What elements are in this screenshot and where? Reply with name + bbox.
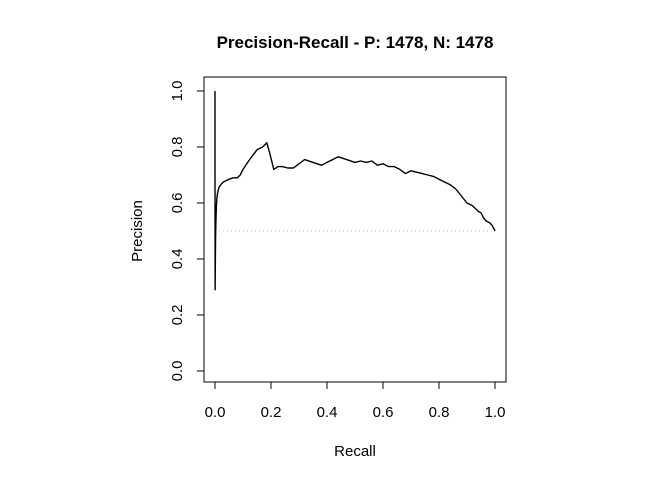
y-tick-label: 0.6 [169,193,186,214]
x-axis-label: Recall [334,443,376,460]
series-layer [214,91,496,291]
plot-frame [203,76,507,383]
y-tick-label: 0.8 [169,137,186,158]
y-axis-label: Precision [129,200,146,262]
y-axis: 0.0 0.2 0.4 0.6 0.8 1.0 [169,81,204,382]
y-tick-label: 0.4 [169,249,186,270]
y-tick-label: 0.0 [169,361,186,382]
x-tick-label: 0.2 [261,404,282,421]
x-tick-label: 0.6 [373,404,394,421]
x-tick-label: 1.0 [485,404,506,421]
x-tick-label: 0.4 [317,404,338,421]
chart-title: Precision-Recall - P: 1478, N: 1478 [217,33,494,52]
x-axis: 0.0 0.2 0.4 0.6 0.8 1.0 [205,382,506,421]
pr-curve-series-0 [214,91,496,291]
x-tick-label: 0.0 [205,404,226,421]
x-tick-label: 0.8 [429,404,450,421]
y-tick-label: 0.2 [169,305,186,326]
y-tick-label: 1.0 [169,81,186,102]
